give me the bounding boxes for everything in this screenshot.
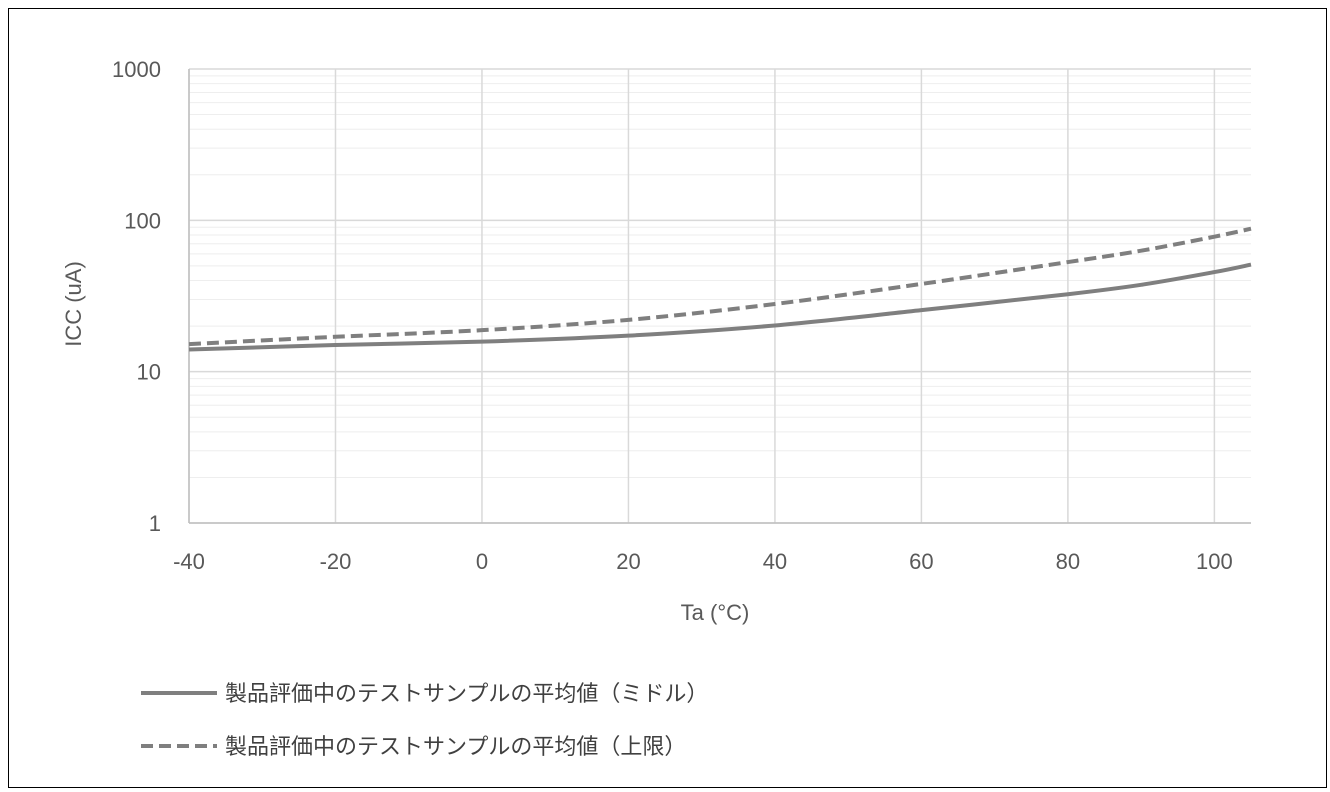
x-tick-labels: -40 -20 0 20 40 60 80 100 — [173, 549, 1233, 574]
minor-gridlines — [189, 75, 1251, 478]
x-tick-label: 40 — [763, 549, 787, 574]
y-tick-label: 100 — [124, 208, 161, 233]
legend-label: 製品評価中のテストサンプルの平均値（上限） — [225, 734, 686, 759]
axes — [188, 69, 1251, 524]
legend: 製品評価中のテストサンプルの平均値（ミドル） 製品評価中のテストサンプルの平均値（… — [141, 681, 708, 759]
series-line-upper — [188, 226, 1252, 347]
x-tick-label: -20 — [320, 549, 352, 574]
x-tick-label: 20 — [616, 549, 640, 574]
y-tick-label: 1000 — [112, 57, 161, 82]
major-gridlines — [188, 68, 1251, 524]
x-tick-label: -40 — [173, 549, 205, 574]
x-tick-label: 80 — [1056, 549, 1080, 574]
chart-frame: -40 -20 0 20 40 60 80 100 1 10 100 1000 Ta (°C) IC… — [8, 8, 1327, 788]
y-tick-labels: 1 10 100 1000 — [112, 57, 161, 536]
x-tick-label: 0 — [476, 549, 488, 574]
x-tick-label: 60 — [909, 549, 933, 574]
y-tick-label: 10 — [137, 360, 161, 385]
y-tick-label: 1 — [149, 511, 161, 536]
chart: -40 -20 0 20 40 60 80 100 1 10 100 1000 Ta (°C) IC… — [61, 57, 1252, 759]
x-tick-label: 100 — [1196, 549, 1233, 574]
y-axis-title: ICC (uA) — [61, 261, 86, 347]
legend-label: 製品評価中のテストサンプルの平均値（ミドル） — [225, 681, 708, 706]
x-axis-title: Ta (°C) — [681, 600, 750, 625]
series-layer — [188, 226, 1252, 352]
series-line-middle — [188, 262, 1252, 352]
